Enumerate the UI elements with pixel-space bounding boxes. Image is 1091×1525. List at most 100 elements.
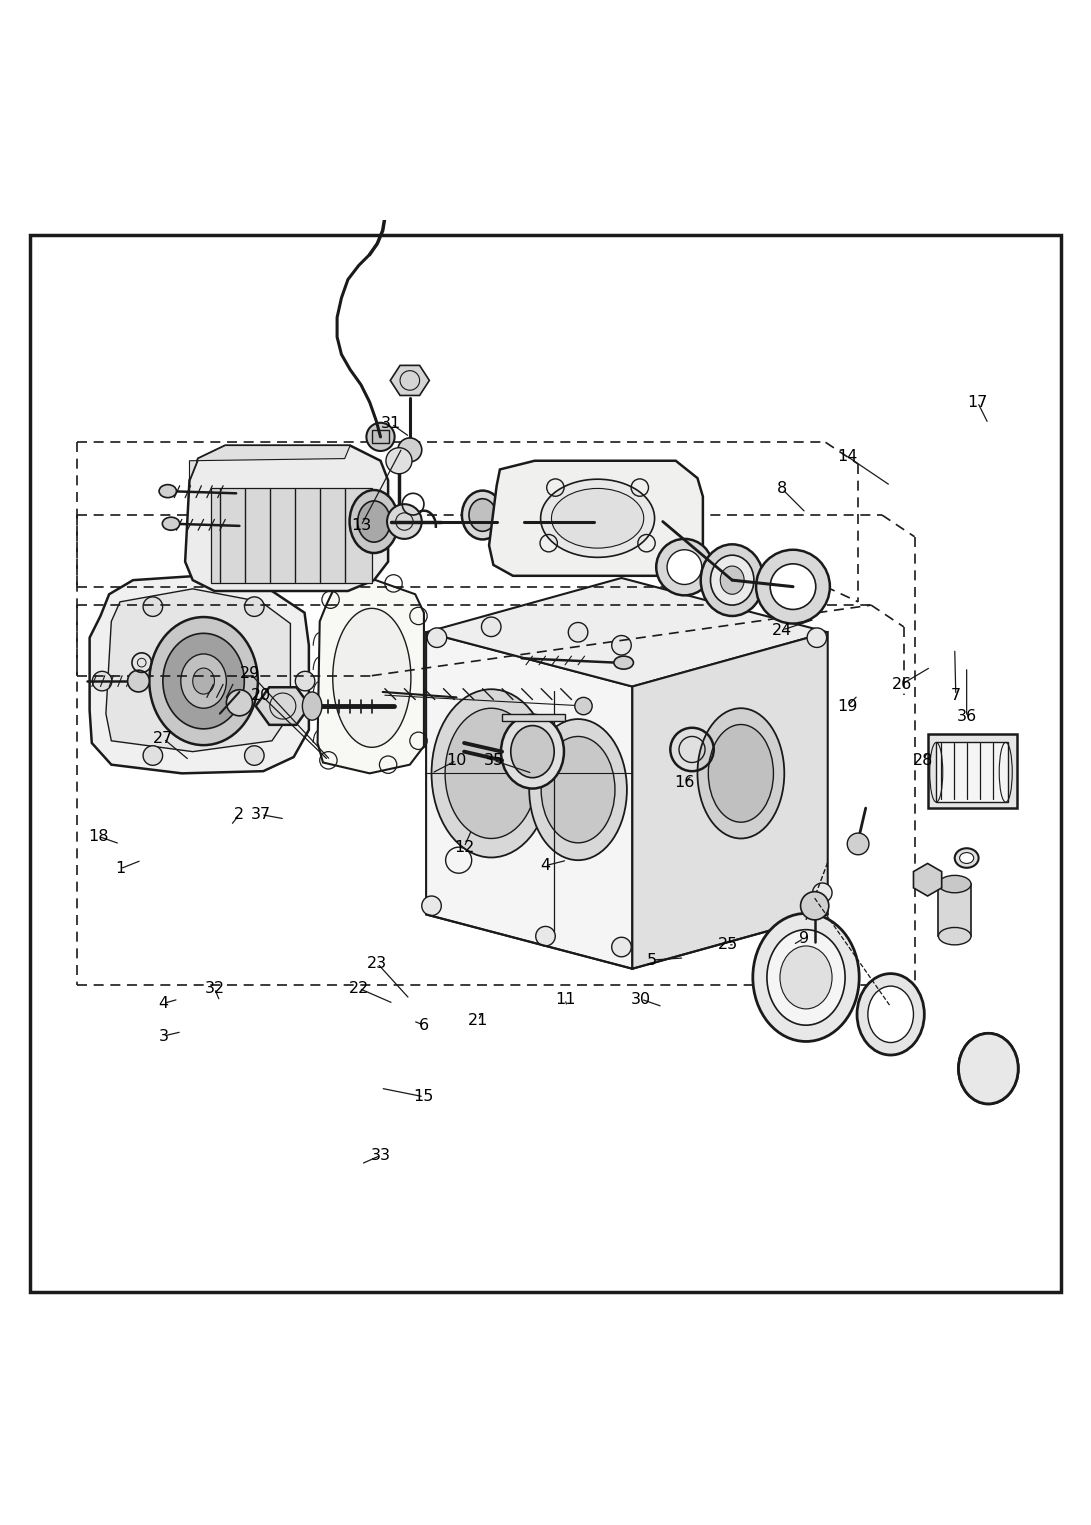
Text: 12: 12 [454,840,475,854]
Bar [927,734,1017,808]
Ellipse shape [708,724,774,822]
Text: 21: 21 [468,1013,489,1028]
Text: 10: 10 [446,753,467,767]
Polygon shape [317,578,424,773]
Ellipse shape [780,946,832,1010]
Ellipse shape [938,875,971,892]
Ellipse shape [333,608,411,747]
Text: 30: 30 [631,991,651,1006]
Circle shape [226,689,252,715]
Text: 36: 36 [957,709,976,724]
Circle shape [398,438,422,462]
Text: 26: 26 [891,677,912,692]
Ellipse shape [501,715,564,788]
Circle shape [568,622,588,642]
Ellipse shape [955,848,979,868]
Polygon shape [391,366,430,395]
Bar [212,488,372,584]
Circle shape [244,746,264,766]
Polygon shape [633,633,828,968]
Ellipse shape [445,708,538,839]
Ellipse shape [193,668,215,694]
Ellipse shape [959,1034,1018,1104]
Circle shape [128,669,149,692]
Text: 25: 25 [718,938,738,952]
Polygon shape [489,461,703,576]
Text: 14: 14 [837,448,858,464]
Ellipse shape [302,692,322,720]
Circle shape [813,883,832,903]
Ellipse shape [697,708,784,839]
Circle shape [575,697,592,715]
Circle shape [848,833,868,856]
Polygon shape [427,633,633,968]
Text: 32: 32 [204,981,225,996]
Ellipse shape [181,654,226,708]
Circle shape [536,926,555,946]
Circle shape [296,671,315,691]
Ellipse shape [710,555,754,605]
Text: 13: 13 [351,518,371,534]
Text: 23: 23 [368,956,387,971]
Text: 17: 17 [968,395,987,410]
Polygon shape [255,688,310,724]
Ellipse shape [461,491,503,540]
Ellipse shape [867,987,913,1043]
Text: 37: 37 [251,807,272,822]
Ellipse shape [960,852,973,863]
Ellipse shape [469,499,496,531]
Ellipse shape [432,689,551,857]
Ellipse shape [858,973,924,1055]
Circle shape [667,549,702,584]
Ellipse shape [700,544,764,616]
Ellipse shape [149,618,257,746]
Text: 7: 7 [950,688,961,703]
Text: 19: 19 [837,698,858,714]
Ellipse shape [614,656,634,669]
Bar [936,741,1008,802]
Text: 35: 35 [483,753,503,767]
Circle shape [422,897,441,915]
Circle shape [481,618,501,636]
Text: 33: 33 [371,1148,391,1164]
Polygon shape [190,445,350,480]
Circle shape [93,671,112,691]
Ellipse shape [938,927,971,946]
Circle shape [367,422,395,451]
Ellipse shape [753,913,860,1042]
Text: 3: 3 [158,1028,168,1043]
Ellipse shape [358,500,391,543]
Text: 4: 4 [158,996,168,1011]
Ellipse shape [767,930,846,1025]
Polygon shape [502,714,565,721]
Ellipse shape [511,726,554,778]
Text: 9: 9 [799,930,808,946]
Polygon shape [427,578,828,686]
Circle shape [807,628,827,648]
Text: 6: 6 [419,1017,429,1032]
Polygon shape [913,863,942,897]
Text: 5: 5 [647,953,657,967]
Polygon shape [89,576,309,773]
Circle shape [143,746,163,766]
Text: 1: 1 [115,862,125,877]
Text: 8: 8 [777,482,788,497]
Text: 27: 27 [154,730,173,746]
Bar [938,884,971,936]
Text: 16: 16 [674,775,695,790]
Circle shape [612,938,632,956]
Polygon shape [185,445,388,592]
Text: 22: 22 [349,981,369,996]
Text: 24: 24 [772,622,792,637]
Bar [372,430,389,444]
Ellipse shape [349,490,398,554]
Text: 31: 31 [381,416,401,432]
Circle shape [656,538,712,595]
Circle shape [428,628,446,648]
Text: 2: 2 [235,807,244,822]
Polygon shape [106,589,290,752]
Text: 18: 18 [88,828,108,843]
Circle shape [612,636,632,656]
Circle shape [801,892,829,920]
Ellipse shape [541,737,615,843]
